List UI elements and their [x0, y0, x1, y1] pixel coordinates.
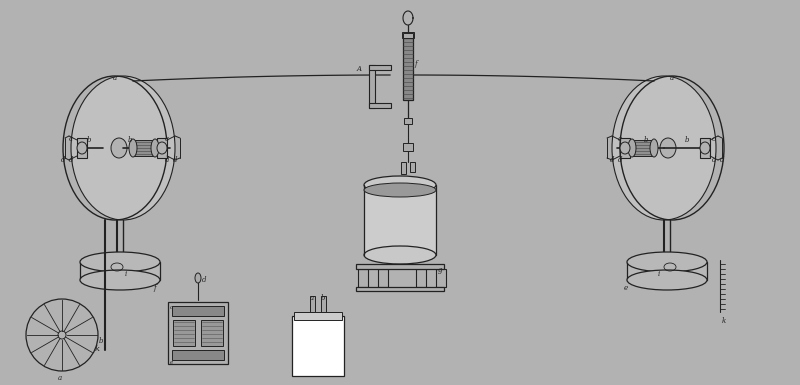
Bar — [620, 138, 630, 158]
Bar — [356, 264, 444, 269]
Bar — [157, 138, 167, 158]
Ellipse shape — [151, 139, 159, 157]
Ellipse shape — [71, 76, 175, 220]
Bar — [356, 287, 444, 291]
Ellipse shape — [628, 139, 636, 157]
Text: b: b — [685, 136, 690, 144]
Bar — [403, 38, 413, 100]
Text: k: k — [722, 317, 726, 325]
Bar — [172, 350, 224, 360]
Bar — [310, 296, 315, 312]
Ellipse shape — [620, 142, 630, 154]
Bar — [410, 162, 415, 172]
Bar — [201, 320, 223, 346]
Bar — [369, 65, 391, 70]
Ellipse shape — [364, 176, 436, 194]
Bar — [401, 162, 406, 174]
Bar — [402, 32, 414, 38]
Bar — [321, 296, 326, 312]
Bar — [627, 262, 707, 280]
Text: k: k — [95, 345, 100, 353]
Bar — [632, 140, 654, 156]
Text: f: f — [153, 284, 156, 292]
Text: f: f — [414, 60, 417, 68]
Bar — [168, 302, 228, 364]
Text: b: b — [99, 337, 103, 345]
Ellipse shape — [80, 270, 160, 290]
Ellipse shape — [660, 138, 676, 158]
Ellipse shape — [627, 252, 707, 272]
Text: d: d — [618, 156, 622, 164]
Bar — [364, 185, 436, 255]
Bar — [436, 269, 446, 287]
Bar — [416, 269, 426, 287]
Text: A: A — [357, 65, 362, 73]
Text: i: i — [658, 270, 660, 278]
Text: a: a — [113, 74, 117, 82]
Text: b: b — [87, 136, 91, 144]
Bar — [173, 320, 195, 346]
Ellipse shape — [195, 273, 201, 283]
Text: a: a — [58, 374, 62, 382]
Ellipse shape — [77, 142, 87, 154]
Ellipse shape — [364, 183, 436, 197]
Ellipse shape — [129, 139, 137, 157]
Text: c: c — [712, 135, 716, 143]
Ellipse shape — [650, 139, 658, 157]
Ellipse shape — [364, 246, 436, 264]
Text: c: c — [170, 305, 173, 310]
Ellipse shape — [111, 138, 127, 158]
Bar — [133, 140, 155, 156]
Bar — [294, 312, 342, 320]
Text: d: d — [61, 156, 66, 164]
Bar — [358, 269, 368, 287]
Text: d: d — [173, 156, 178, 164]
Ellipse shape — [80, 252, 160, 272]
Text: d: d — [720, 156, 725, 164]
Text: a: a — [310, 294, 314, 302]
Text: d: d — [69, 156, 74, 164]
Ellipse shape — [700, 142, 710, 154]
Bar — [292, 316, 344, 376]
Bar — [404, 118, 412, 124]
Ellipse shape — [157, 142, 167, 154]
Text: d: d — [202, 276, 206, 284]
Text: d: d — [165, 156, 170, 164]
Text: a: a — [670, 74, 674, 82]
Bar — [77, 138, 87, 158]
Bar — [369, 103, 391, 108]
Text: b: b — [128, 136, 133, 144]
Text: e: e — [624, 284, 628, 292]
Bar — [403, 33, 413, 38]
Bar — [369, 65, 375, 108]
Bar — [378, 269, 388, 287]
Text: e: e — [170, 360, 174, 365]
Bar — [403, 143, 413, 151]
Bar — [80, 262, 160, 280]
Text: b: b — [321, 294, 326, 302]
Text: b: b — [644, 136, 649, 144]
Text: g: g — [438, 266, 442, 274]
Text: d: d — [712, 156, 717, 164]
Ellipse shape — [612, 76, 716, 220]
Text: c: c — [69, 135, 73, 143]
Ellipse shape — [627, 270, 707, 290]
Text: c: c — [165, 135, 169, 143]
Bar — [700, 138, 710, 158]
Text: d: d — [610, 156, 614, 164]
Bar — [172, 306, 224, 316]
Text: c: c — [618, 135, 622, 143]
Text: i: i — [125, 270, 127, 278]
